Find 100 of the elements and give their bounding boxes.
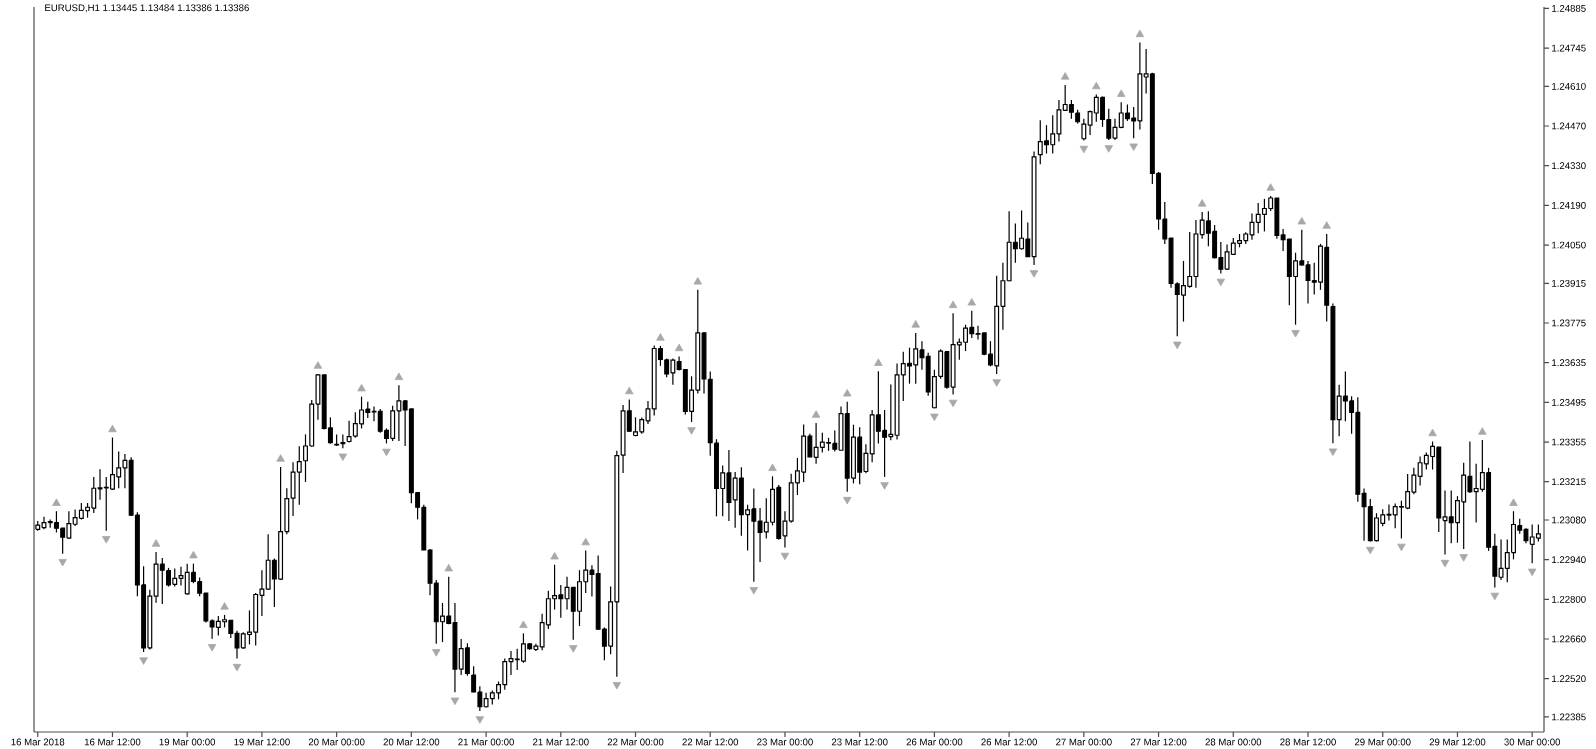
point bbox=[1060, 72, 1070, 80]
y-tick-label: 1.24330 bbox=[1552, 162, 1586, 170]
point bbox=[674, 343, 684, 352]
point bbox=[1527, 568, 1537, 577]
x-tick-label: 23 Mar 12:00 bbox=[831, 738, 888, 746]
point bbox=[1297, 217, 1306, 225]
x-tick-label: 29 Mar 12:00 bbox=[1429, 738, 1486, 746]
point bbox=[519, 620, 528, 629]
point bbox=[1397, 543, 1406, 552]
point bbox=[569, 645, 578, 653]
x-tick-label: 27 Mar 00:00 bbox=[1056, 738, 1112, 746]
point bbox=[992, 379, 1001, 387]
point bbox=[581, 537, 590, 546]
point bbox=[207, 644, 217, 652]
point bbox=[550, 552, 559, 560]
point bbox=[1135, 29, 1145, 38]
y-tick-label: 1.23915 bbox=[1552, 279, 1586, 287]
point bbox=[656, 333, 665, 341]
point bbox=[102, 536, 111, 544]
point bbox=[625, 386, 634, 395]
point bbox=[768, 463, 777, 471]
point bbox=[58, 559, 67, 567]
y-tick-label: 1.22660 bbox=[1552, 635, 1586, 643]
x-tick-label: 19 Mar 12:00 bbox=[234, 738, 290, 746]
point bbox=[475, 716, 485, 724]
y-tick-label: 1.24470 bbox=[1552, 122, 1586, 130]
point bbox=[357, 383, 366, 392]
point bbox=[880, 482, 889, 490]
y-tick-label: 1.23215 bbox=[1552, 478, 1586, 486]
point bbox=[1328, 448, 1338, 456]
point bbox=[1116, 89, 1126, 97]
point bbox=[1266, 183, 1275, 191]
x-tick-label: 20 Mar 12:00 bbox=[383, 738, 440, 746]
point bbox=[52, 498, 61, 506]
point bbox=[276, 454, 285, 462]
point bbox=[232, 663, 242, 672]
point bbox=[1079, 145, 1089, 154]
point bbox=[612, 682, 622, 690]
point bbox=[1440, 559, 1450, 568]
x-tick-label: 16 Mar 12:00 bbox=[84, 738, 141, 746]
point bbox=[1509, 498, 1518, 506]
x-tick-label: 21 Mar 00:00 bbox=[458, 738, 514, 746]
point bbox=[843, 389, 852, 397]
x-tick-label: 29 Mar 00:00 bbox=[1354, 738, 1411, 746]
point bbox=[1173, 341, 1182, 350]
point bbox=[948, 300, 958, 309]
point bbox=[687, 427, 696, 435]
point bbox=[220, 602, 229, 610]
point bbox=[1291, 330, 1300, 338]
x-tick-label: 21 Mar 12:00 bbox=[532, 738, 589, 746]
point bbox=[1129, 143, 1138, 151]
point bbox=[1428, 428, 1437, 437]
point bbox=[967, 298, 976, 306]
x-tick-label: 22 Mar 00:00 bbox=[607, 738, 664, 746]
point bbox=[1322, 221, 1331, 229]
point bbox=[1092, 81, 1101, 90]
x-tick-label: 28 Mar 12:00 bbox=[1280, 738, 1336, 746]
point bbox=[948, 399, 958, 408]
point bbox=[313, 361, 323, 369]
point bbox=[1459, 554, 1468, 562]
point bbox=[1104, 145, 1113, 153]
y-tick-label: 1.24745 bbox=[1552, 44, 1586, 52]
x-tick-label: 26 Mar 12:00 bbox=[981, 738, 1038, 746]
point bbox=[693, 277, 702, 285]
x-tick-label: 22 Mar 12:00 bbox=[682, 738, 739, 746]
point bbox=[1490, 592, 1500, 601]
point bbox=[189, 550, 198, 559]
y-tick-label: 1.22800 bbox=[1552, 595, 1586, 603]
x-tick-label: 27 Mar 12:00 bbox=[1130, 738, 1187, 746]
candlestick bbox=[1081, 118, 1087, 142]
x-tick-label: 30 Mar 00:00 bbox=[1504, 738, 1561, 746]
x-tick-label: 19 Mar 00:00 bbox=[159, 738, 216, 746]
y-tick-label: 1.23775 bbox=[1552, 319, 1586, 327]
y-tick-label: 1.23080 bbox=[1552, 516, 1586, 524]
point bbox=[450, 697, 460, 706]
chart-title: EURUSD,H1 1.13445 1.13484 1.13386 1.13386 bbox=[45, 4, 249, 13]
y-tick-label: 1.24190 bbox=[1552, 201, 1586, 209]
point bbox=[930, 413, 939, 422]
point bbox=[139, 657, 148, 665]
point bbox=[811, 410, 821, 418]
candlestick bbox=[1218, 241, 1224, 274]
y-tick-label: 1.23355 bbox=[1552, 438, 1586, 446]
point bbox=[1478, 427, 1487, 435]
x-tick-label: 16 Mar 2018 bbox=[11, 738, 65, 746]
x-tick-label: 28 Mar 00:00 bbox=[1205, 738, 1262, 746]
candlestick bbox=[178, 566, 184, 587]
y-tick-label: 1.24610 bbox=[1552, 82, 1586, 90]
y-tick-label: 1.24885 bbox=[1552, 4, 1586, 12]
point bbox=[874, 358, 883, 366]
point bbox=[911, 320, 920, 328]
point bbox=[394, 372, 404, 381]
point bbox=[444, 563, 453, 572]
point bbox=[108, 424, 117, 433]
point bbox=[1197, 199, 1207, 207]
x-tick-label: 26 Mar 00:00 bbox=[906, 738, 963, 746]
point bbox=[1216, 278, 1226, 287]
y-tick-label: 1.22385 bbox=[1552, 713, 1586, 721]
y-tick-label: 1.23495 bbox=[1552, 398, 1586, 406]
point bbox=[1029, 270, 1039, 278]
point bbox=[151, 539, 161, 547]
